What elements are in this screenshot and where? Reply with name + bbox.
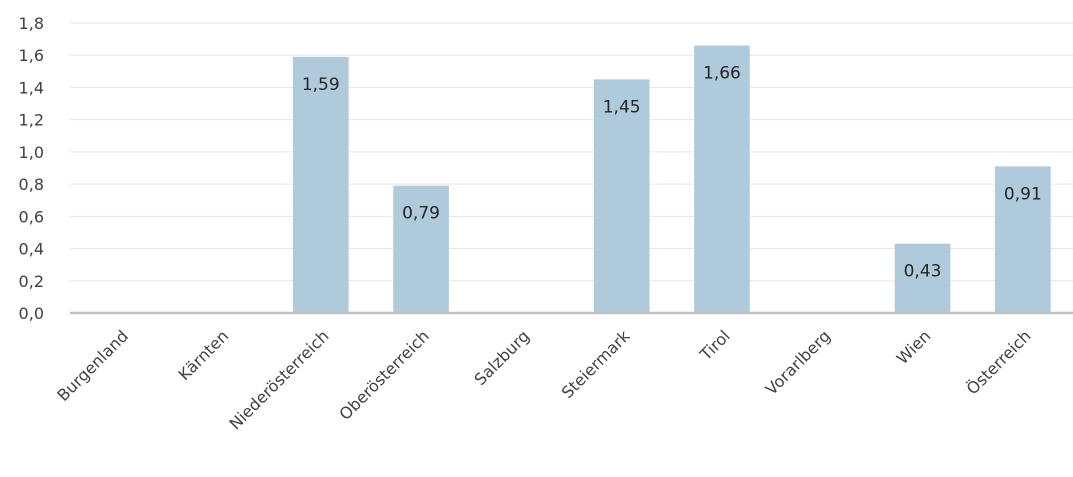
data-label: 1,45 — [603, 97, 641, 117]
y-tick-label: 0,8 — [19, 175, 44, 194]
data-label: 1,66 — [703, 64, 741, 84]
y-tick-label: 0,2 — [19, 272, 44, 291]
x-category-label: Salzburg — [471, 326, 534, 389]
x-category-label: Oberösterreich — [335, 326, 432, 423]
data-label: 0,91 — [1004, 184, 1042, 204]
bar — [694, 46, 750, 313]
y-tick-label: 1,2 — [19, 111, 44, 130]
data-label: 1,59 — [302, 75, 340, 95]
x-category-label: Österreich — [963, 326, 1035, 398]
y-tick-label: 1,8 — [19, 14, 44, 33]
bar — [293, 57, 349, 313]
x-category-label: Burgenland — [53, 326, 132, 405]
x-category-label: Vorarlberg — [762, 326, 834, 398]
x-category-label: Tirol — [695, 326, 733, 364]
x-category-label: Kärnten — [174, 326, 232, 384]
data-label: 0,79 — [402, 204, 440, 224]
y-tick-label: 0,6 — [19, 207, 44, 226]
x-category-label: Wien — [893, 326, 935, 368]
x-category-label: Niederösterreich — [225, 326, 332, 433]
gridlines — [70, 23, 1073, 281]
y-tick-label: 1,0 — [19, 143, 44, 162]
y-tick-label: 1,4 — [19, 78, 44, 97]
x-category-label: Steiermark — [558, 326, 634, 402]
data-label: 0,43 — [904, 262, 942, 282]
y-tick-label: 1,6 — [19, 46, 44, 65]
y-tick-label: 0,0 — [19, 304, 44, 323]
y-axis-tick-labels: 0,0 0,2 0,4 0,6 0,8 1,0 1,2 1,4 1,6 1,8 — [19, 14, 44, 323]
y-tick-label: 0,4 — [19, 240, 44, 259]
